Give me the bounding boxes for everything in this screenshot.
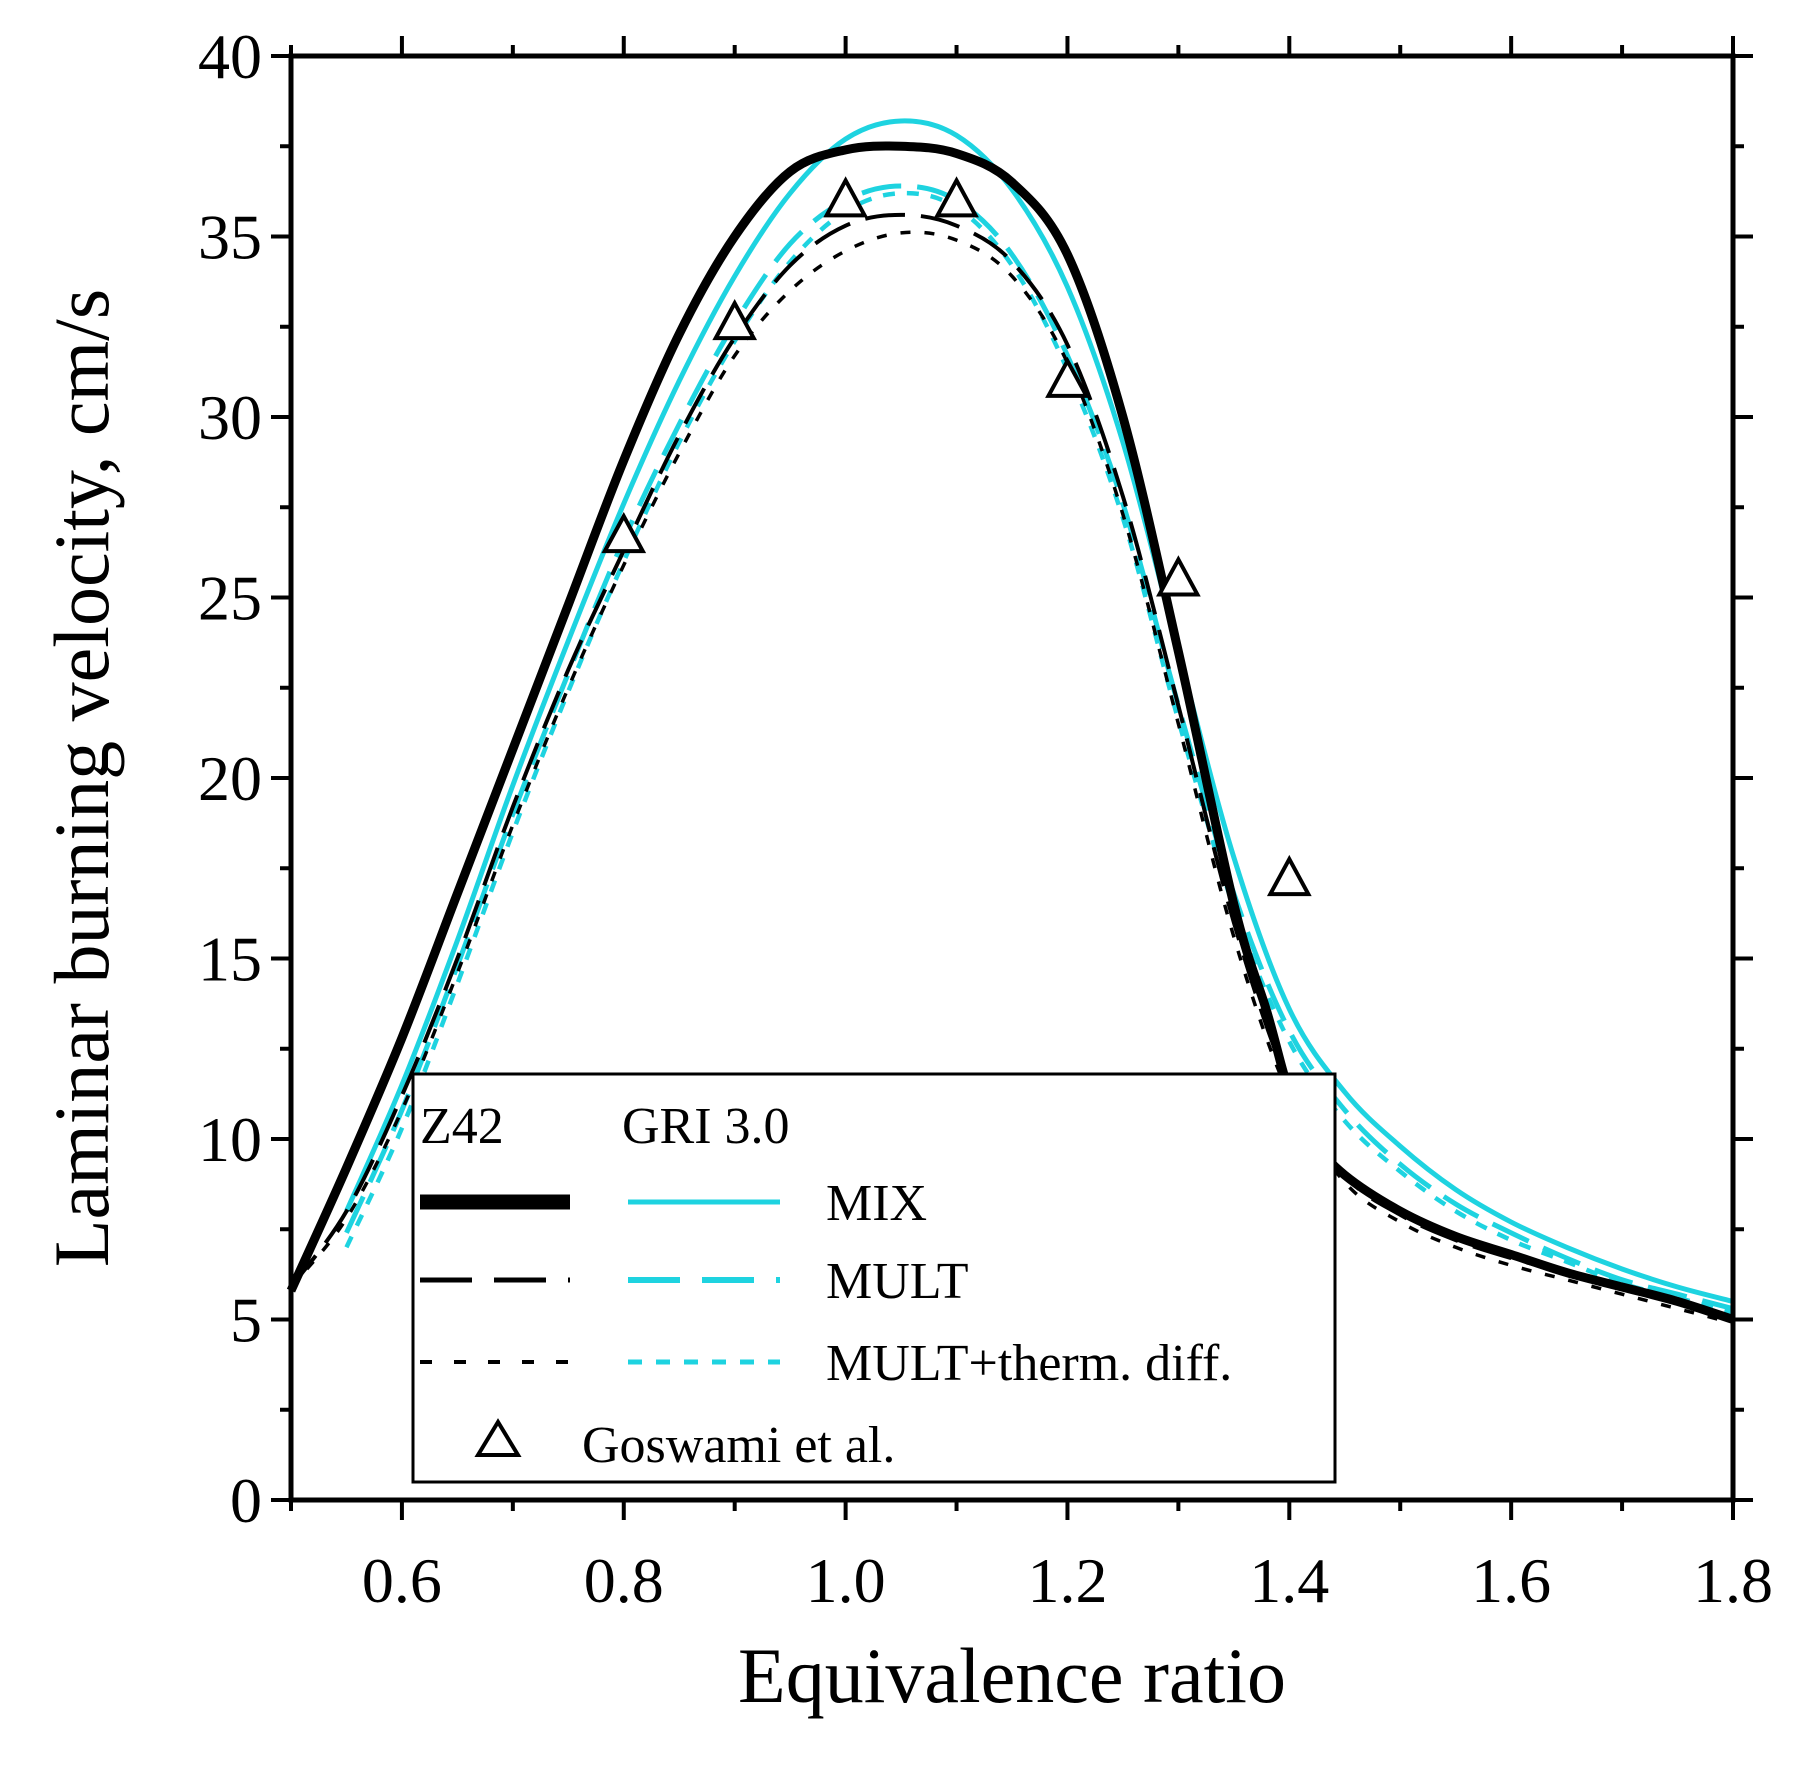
legend-box bbox=[411, 1072, 1337, 1484]
x-tick-label: 1.8 bbox=[1693, 1545, 1773, 1616]
axis-ticks: 0.6 0.8 1.0 1.2 1.4 1.6 1.8 0 5 10 15 20 25 30 35 40 bbox=[198, 21, 1773, 1616]
legend-label-goswami: Goswami et al. bbox=[582, 1417, 895, 1474]
y-tick-label: 20 bbox=[198, 743, 262, 814]
y-tick-label: 25 bbox=[198, 563, 262, 634]
x-tick-label: 1.0 bbox=[806, 1545, 886, 1616]
legend: Z42 GRI 3.0 MIX MULT MULT+therm. diff. G… bbox=[411, 1072, 1337, 1484]
legend-label-mult: MULT bbox=[826, 1253, 969, 1310]
experimental-point bbox=[1156, 555, 1201, 597]
plot-lines bbox=[286, 118, 1735, 1325]
y-axis-title: Laminar burning velocity, cm/s bbox=[38, 289, 125, 1267]
legend-label-mix: MIX bbox=[826, 1175, 927, 1232]
y-tick-label: 35 bbox=[198, 202, 262, 273]
legend-label-mult-therm: MULT+therm. diff. bbox=[826, 1335, 1232, 1392]
experimental-point bbox=[712, 298, 758, 341]
x-tick-label: 0.8 bbox=[584, 1545, 664, 1616]
experimental-point bbox=[934, 176, 979, 218]
experimental-point bbox=[1045, 356, 1090, 398]
y-tick-label: 30 bbox=[198, 382, 262, 453]
legend-header-gri: GRI 3.0 bbox=[622, 1098, 790, 1155]
legend-header-z42: Z42 bbox=[420, 1098, 504, 1155]
plot-frame bbox=[288, 53, 1736, 1503]
series-line-gri-3-0-mult bbox=[344, 183, 1734, 1312]
experimental-point bbox=[823, 176, 868, 218]
y-tick-label: 15 bbox=[198, 924, 262, 995]
y-tick-label: 0 bbox=[230, 1465, 262, 1536]
x-axis-title: Equivalence ratio bbox=[738, 1632, 1286, 1719]
series-line-z42-mult-therm-diff bbox=[289, 230, 1734, 1325]
series-line-z42-mult bbox=[289, 212, 1734, 1322]
y-tick-label: 5 bbox=[230, 1285, 262, 1356]
series-line-gri-3-0-mult-therm-diff bbox=[344, 190, 1734, 1315]
series-line-z42-mix bbox=[286, 141, 1735, 1324]
y-tick-label: 10 bbox=[198, 1104, 262, 1175]
x-tick-label: 0.6 bbox=[362, 1545, 442, 1616]
series-line-gri-3-0-mix bbox=[344, 118, 1734, 1304]
experimental-point bbox=[601, 511, 647, 554]
experimental-markers bbox=[601, 176, 1312, 897]
experimental-point bbox=[1266, 854, 1312, 897]
y-tick-label: 40 bbox=[198, 21, 262, 92]
legend-triangle-icon bbox=[474, 1418, 522, 1457]
x-tick-label: 1.4 bbox=[1249, 1545, 1329, 1616]
x-tick-label: 1.2 bbox=[1027, 1545, 1107, 1616]
x-tick-label: 1.6 bbox=[1471, 1545, 1551, 1616]
